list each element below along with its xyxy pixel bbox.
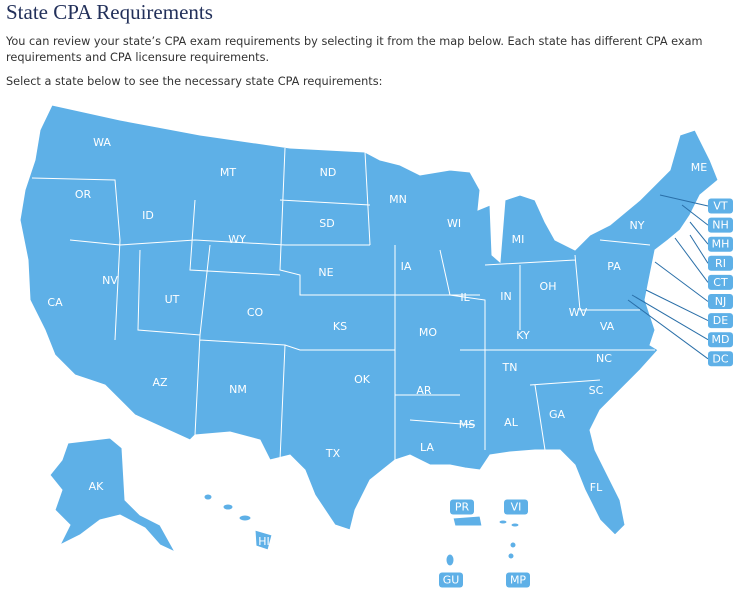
state-label[interactable]: MI <box>512 233 525 246</box>
state-label[interactable]: TN <box>502 361 518 374</box>
state-label[interactable]: TX <box>325 447 341 460</box>
state-label[interactable]: ID <box>142 209 154 222</box>
prompt-text: Select a state below to see the necessar… <box>6 75 383 88</box>
state-label[interactable]: IL <box>460 291 470 304</box>
callout-box[interactable] <box>708 198 733 214</box>
state-borders <box>31 147 655 461</box>
territory-box[interactable] <box>506 572 530 588</box>
state-label[interactable]: ME <box>691 161 707 174</box>
state-label[interactable]: WA <box>93 136 111 149</box>
callout-label[interactable]: MD <box>712 333 730 346</box>
state-label[interactable]: IA <box>401 260 412 273</box>
state-label[interactable]: WY <box>228 233 246 246</box>
state-label[interactable]: KY <box>516 329 530 342</box>
callout-box[interactable] <box>708 313 733 329</box>
state-label[interactable]: NY <box>630 219 645 232</box>
callout-box[interactable] <box>708 236 733 252</box>
state-label[interactable]: MN <box>389 193 407 206</box>
territory-label[interactable]: PR <box>455 501 470 514</box>
page-title: State CPA Requirements <box>6 0 213 24</box>
state-label[interactable]: AK <box>89 480 105 493</box>
intro-text: You can review your state’s CPA exam req… <box>6 35 703 64</box>
territory-islands <box>445 515 520 567</box>
state-label[interactable]: KS <box>333 320 347 333</box>
callout-lines <box>627 194 709 360</box>
state-label[interactable]: NV <box>102 274 118 287</box>
state-label[interactable]: OH <box>540 280 557 293</box>
state-label[interactable]: MS <box>459 418 475 431</box>
state-label[interactable]: LA <box>420 441 434 454</box>
callout-label[interactable]: MH <box>712 238 730 251</box>
territory-box[interactable] <box>504 499 528 515</box>
state-label[interactable]: HI <box>258 535 270 548</box>
state-label[interactable]: ND <box>320 166 337 179</box>
callout-box[interactable] <box>708 274 733 290</box>
territory-label[interactable]: VI <box>511 501 522 514</box>
state-label[interactable]: OR <box>75 188 92 201</box>
callout-label[interactable]: VT <box>713 200 728 213</box>
state-label[interactable]: WI <box>447 217 461 230</box>
state-label[interactable]: NC <box>596 352 612 365</box>
callout-line <box>689 234 709 264</box>
state-label[interactable]: SD <box>319 217 334 230</box>
callout-box[interactable] <box>708 332 733 348</box>
callout-box[interactable] <box>708 255 733 271</box>
state-label[interactable]: GA <box>549 408 566 421</box>
territory-label[interactable]: MP <box>510 574 526 587</box>
callout-line <box>627 299 709 360</box>
callout-line <box>659 194 709 207</box>
state-label[interactable]: MT <box>220 166 236 179</box>
callout-line <box>689 221 709 245</box>
state-label[interactable]: FL <box>590 481 603 494</box>
state-label[interactable]: VA <box>600 320 615 333</box>
state-label[interactable]: CA <box>47 296 63 309</box>
state-label[interactable]: OK <box>354 373 371 386</box>
callout-label[interactable]: DC <box>712 352 728 365</box>
callout-label[interactable]: CT <box>713 276 728 289</box>
territory-box[interactable] <box>450 499 474 515</box>
alaska <box>49 437 177 554</box>
hawaii <box>203 493 273 551</box>
callout-label[interactable]: DE <box>713 314 728 327</box>
callout-line <box>681 204 709 226</box>
callout-line <box>654 261 709 302</box>
callout-label[interactable]: NJ <box>715 295 726 308</box>
labels: WA OR CA NV ID MT WY UT AZ CO NM ND SD NE KS OK TX MN IA MO… <box>47 136 733 588</box>
callout-line <box>631 294 709 341</box>
state-label[interactable]: NE <box>318 266 333 279</box>
territory-label[interactable]: GU <box>443 574 460 587</box>
state-label[interactable]: AR <box>416 384 432 397</box>
state-label[interactable]: MO <box>419 326 437 339</box>
callout-box[interactable] <box>708 217 733 233</box>
state-label[interactable]: SC <box>589 384 604 397</box>
state-label[interactable]: IN <box>500 290 511 303</box>
state-label[interactable]: PA <box>607 260 621 273</box>
state-label[interactable]: WV <box>569 306 588 319</box>
callout-label[interactable]: RI <box>715 257 726 270</box>
callout-label[interactable]: NH <box>712 219 729 232</box>
state-label[interactable]: AL <box>504 416 519 429</box>
state-label[interactable]: UT <box>165 293 180 306</box>
callout-box[interactable] <box>708 294 733 309</box>
state-label[interactable]: CO <box>247 306 264 319</box>
header: State CPA Requirements You can review yo… <box>6 0 736 98</box>
callout-line <box>674 237 709 283</box>
state-label[interactable]: AZ <box>152 376 168 389</box>
state-label[interactable]: NM <box>229 383 247 396</box>
callout-box[interactable] <box>708 351 733 367</box>
callout-line <box>645 289 709 322</box>
territory-box[interactable] <box>439 572 463 588</box>
